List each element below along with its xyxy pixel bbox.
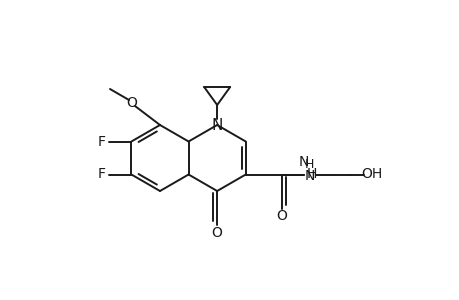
- Text: OH: OH: [360, 167, 381, 182]
- Text: F: F: [97, 134, 105, 148]
- Text: F: F: [97, 167, 105, 182]
- Text: H: H: [304, 158, 314, 171]
- Text: H: H: [306, 167, 316, 182]
- Text: O: O: [276, 209, 286, 224]
- Text: N: N: [211, 118, 222, 133]
- Text: O: O: [126, 96, 137, 110]
- Text: N: N: [304, 169, 314, 182]
- Text: N: N: [298, 155, 308, 170]
- Text: O: O: [211, 226, 222, 240]
